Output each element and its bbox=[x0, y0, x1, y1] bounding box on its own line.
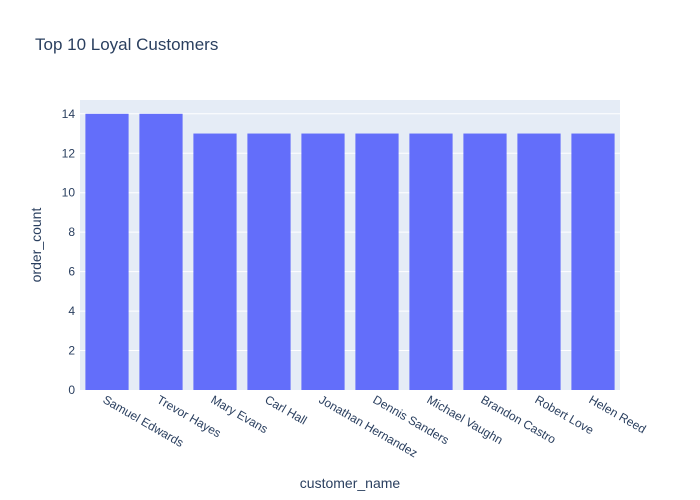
bar bbox=[139, 113, 183, 391]
bar bbox=[355, 133, 399, 390]
y-tick-label: 2 bbox=[68, 344, 75, 358]
y-tick-label: 4 bbox=[68, 304, 75, 318]
y-tick-label: 0 bbox=[68, 383, 75, 397]
x-tick-label: Jonathan Hernandez bbox=[317, 392, 420, 460]
bar bbox=[301, 133, 345, 390]
bar bbox=[193, 133, 237, 390]
x-axis-title: customer_name bbox=[300, 475, 401, 491]
bar bbox=[247, 133, 291, 390]
y-axis-title: order_count bbox=[28, 208, 44, 283]
y-tick-label: 14 bbox=[62, 107, 76, 121]
y-tick-label: 6 bbox=[68, 265, 75, 279]
y-tick-label: 10 bbox=[62, 186, 76, 200]
y-tick-label: 12 bbox=[62, 146, 76, 160]
y-tick-label: 8 bbox=[68, 225, 75, 239]
bar bbox=[409, 133, 453, 390]
bar bbox=[85, 113, 129, 391]
bar bbox=[463, 133, 507, 390]
bars bbox=[85, 113, 615, 391]
x-tick-label: Carl Hall bbox=[263, 392, 310, 427]
chart-title: Top 10 Loyal Customers bbox=[35, 35, 218, 54]
x-tick-label: Helen Reed bbox=[587, 392, 649, 436]
y-tick-labels: 0 2 4 6 8 10 12 14 bbox=[62, 107, 76, 397]
bar bbox=[571, 133, 615, 390]
bar bbox=[517, 133, 561, 390]
